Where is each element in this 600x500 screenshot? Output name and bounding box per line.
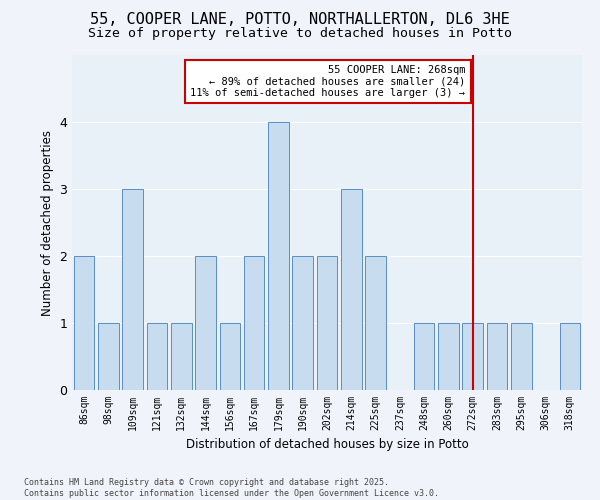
Bar: [268, 122, 289, 390]
Bar: [122, 189, 143, 390]
Bar: [98, 323, 119, 390]
Text: 55, COOPER LANE, POTTO, NORTHALLERTON, DL6 3HE: 55, COOPER LANE, POTTO, NORTHALLERTON, D…: [90, 12, 510, 28]
Bar: [560, 323, 580, 390]
Bar: [195, 256, 216, 390]
Text: Size of property relative to detached houses in Potto: Size of property relative to detached ho…: [88, 28, 512, 40]
Bar: [171, 323, 191, 390]
Bar: [292, 256, 313, 390]
X-axis label: Distribution of detached houses by size in Potto: Distribution of detached houses by size …: [185, 438, 469, 452]
Bar: [317, 256, 337, 390]
Bar: [244, 256, 265, 390]
Bar: [414, 323, 434, 390]
Bar: [146, 323, 167, 390]
Bar: [463, 323, 483, 390]
Bar: [341, 189, 362, 390]
Bar: [220, 323, 240, 390]
Y-axis label: Number of detached properties: Number of detached properties: [41, 130, 53, 316]
Bar: [74, 256, 94, 390]
Bar: [365, 256, 386, 390]
Bar: [487, 323, 508, 390]
Bar: [438, 323, 459, 390]
Text: 55 COOPER LANE: 268sqm
← 89% of detached houses are smaller (24)
11% of semi-det: 55 COOPER LANE: 268sqm ← 89% of detached…: [190, 65, 466, 98]
Text: Contains HM Land Registry data © Crown copyright and database right 2025.
Contai: Contains HM Land Registry data © Crown c…: [24, 478, 439, 498]
Bar: [511, 323, 532, 390]
